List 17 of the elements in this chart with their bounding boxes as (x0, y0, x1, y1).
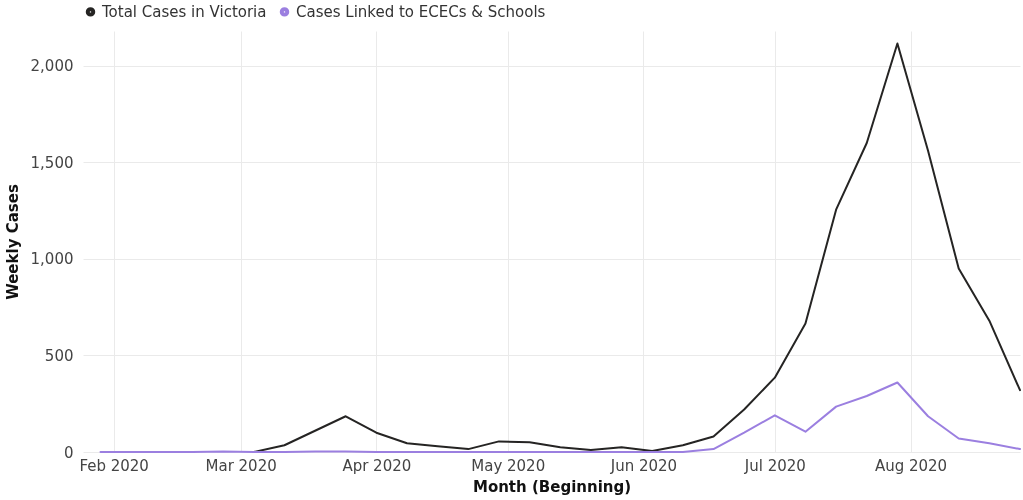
y-tick-label: 1,500 (30, 153, 74, 172)
x-tick-label: Apr 2020 (342, 456, 412, 475)
x-tick-label: Aug 2020 (874, 456, 948, 475)
y-tick-label: 1,000 (30, 250, 74, 269)
y-tick-label: 0 (63, 443, 74, 462)
legend-label: Cases Linked to ECECs & Schools (296, 2, 546, 21)
y-tick-label: 2,000 (30, 57, 74, 76)
x-axis-title: Month (Beginning) (472, 477, 632, 496)
x-tick-label: Feb 2020 (79, 456, 149, 475)
line-series (99, 381, 1021, 453)
x-tick-label: May 2020 (471, 456, 546, 475)
legend-label: Total Cases in Victoria (101, 2, 267, 21)
y-axis-title: Weekly Cases (3, 184, 22, 300)
x-tick-label: Jun 2020 (609, 456, 678, 475)
x-tick-label: Mar 2020 (205, 456, 277, 475)
y-tick-label: 500 (44, 346, 74, 365)
x-tick-label: Jul 2020 (743, 456, 806, 475)
